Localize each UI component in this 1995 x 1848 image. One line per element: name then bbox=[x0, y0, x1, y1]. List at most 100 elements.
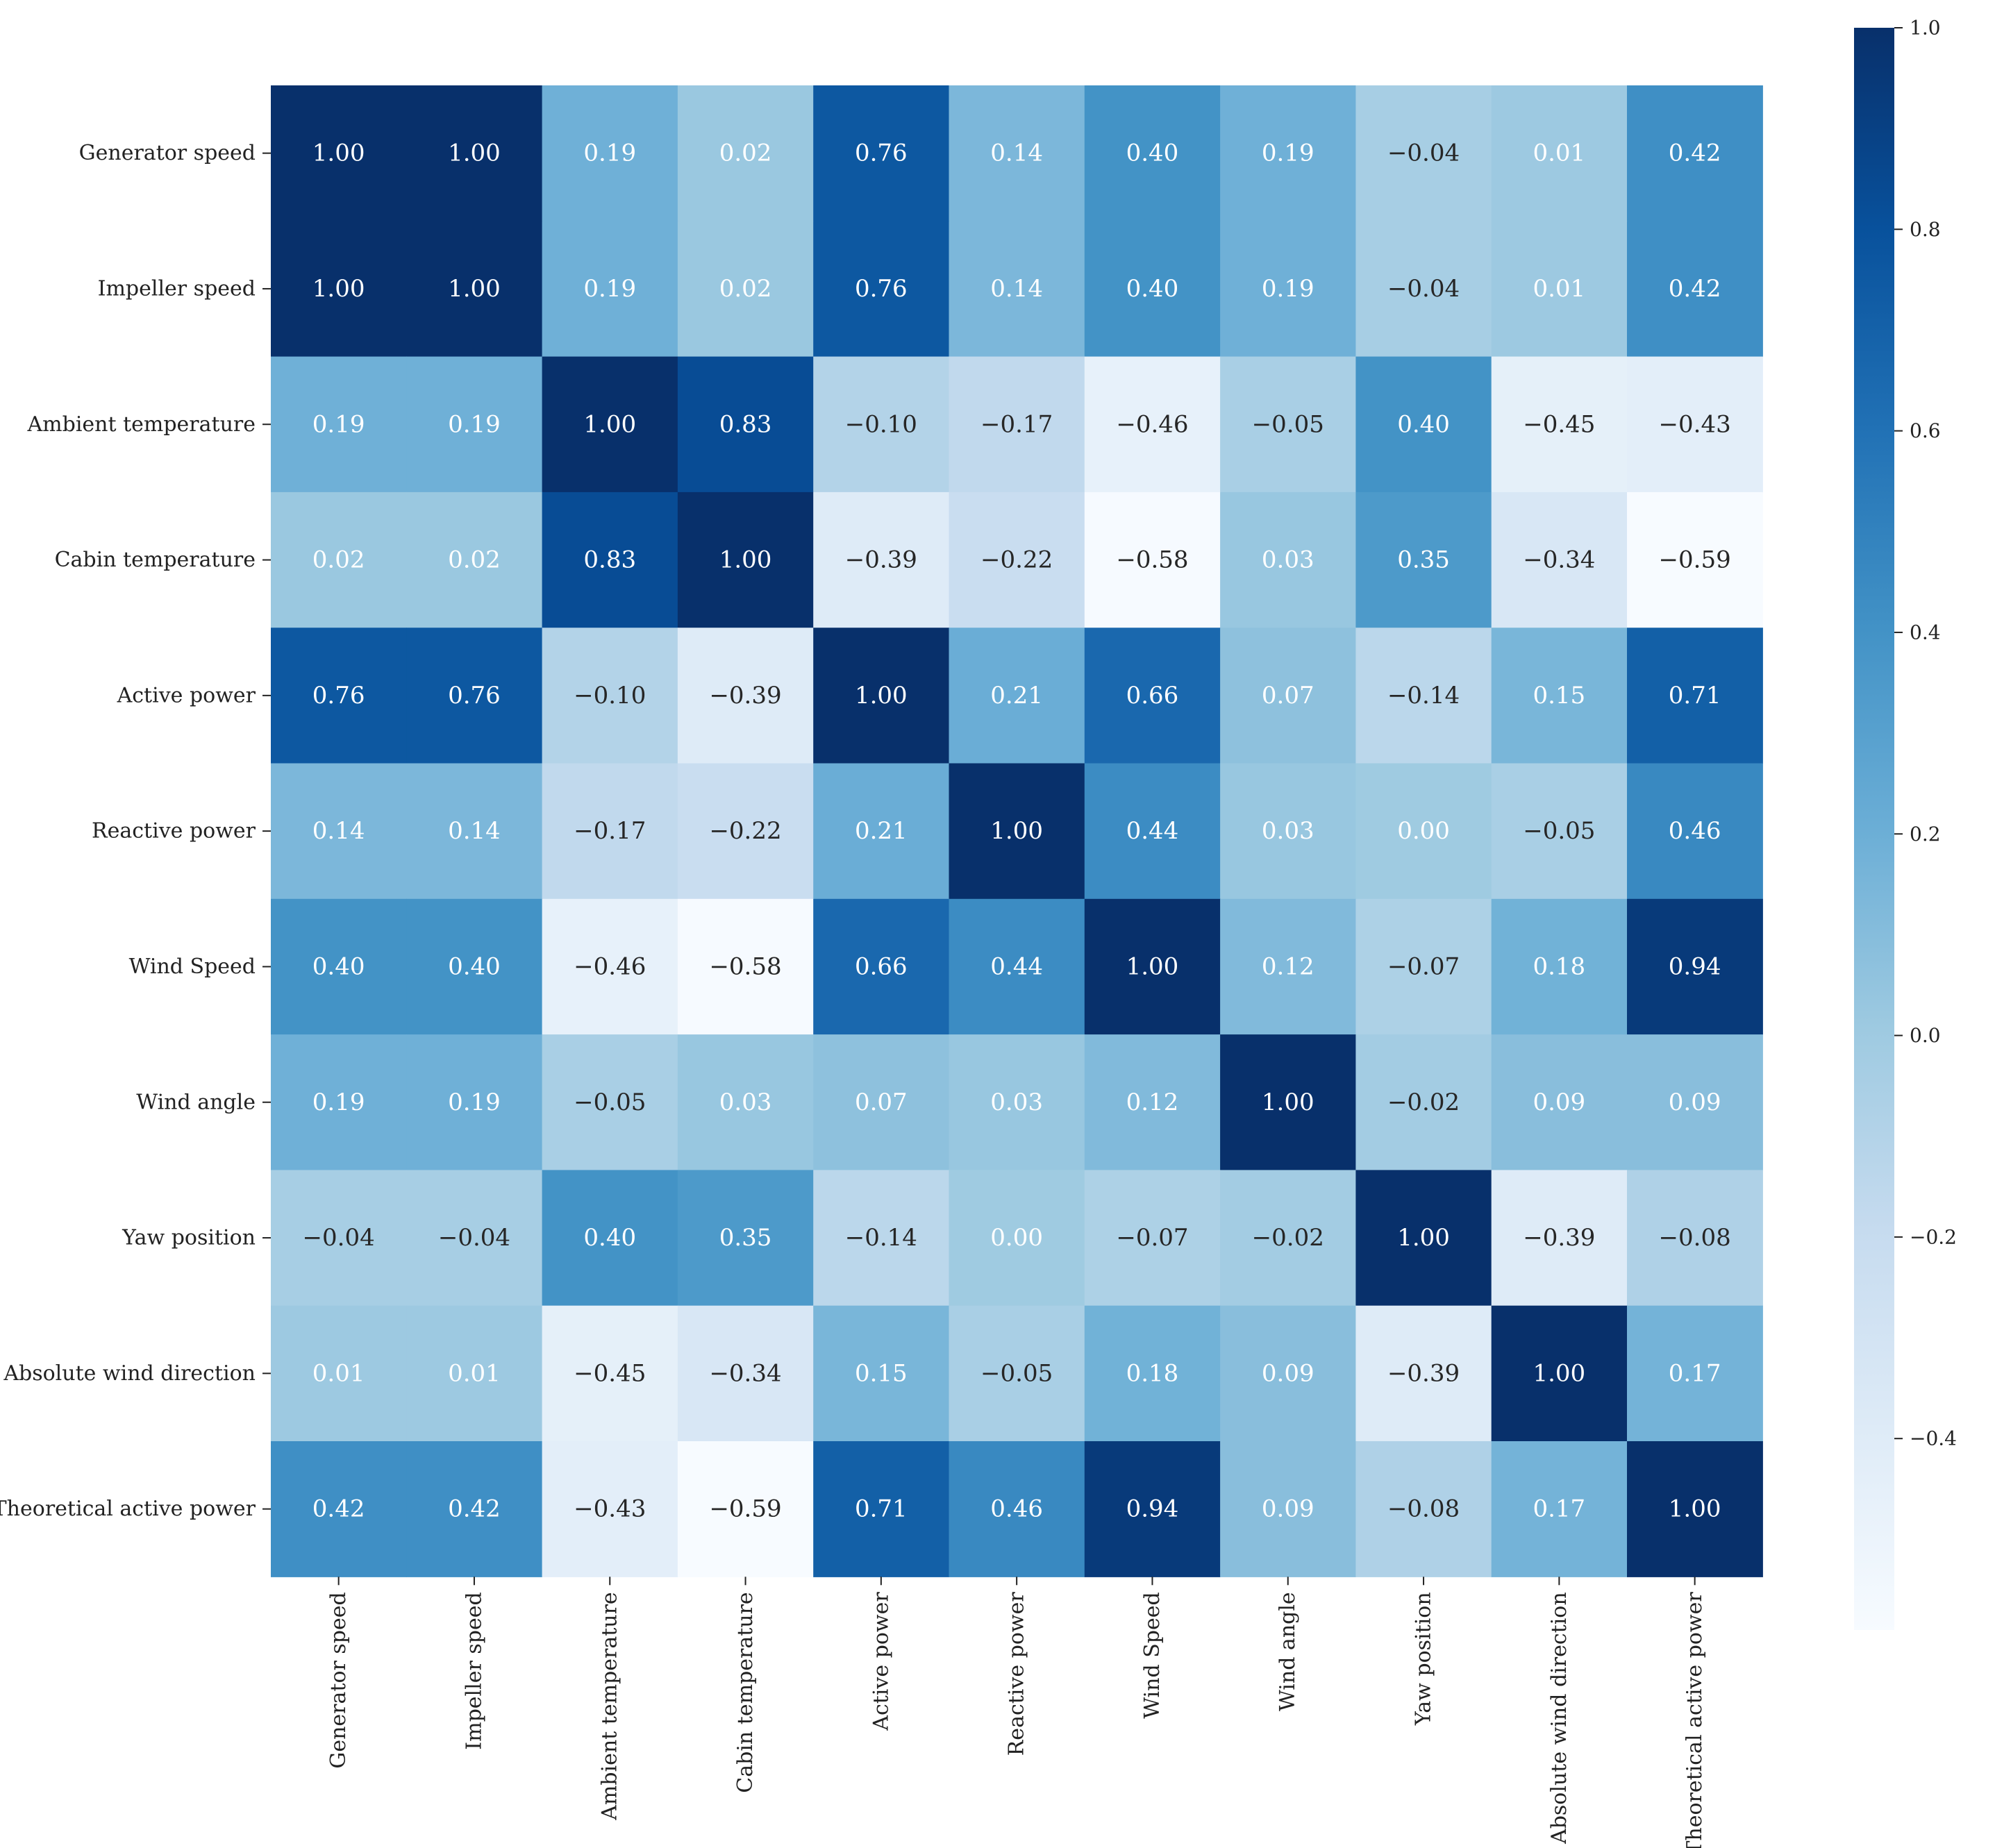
column-label-absolute-wind-direction: Absolute wind direction bbox=[1547, 1592, 1571, 1845]
colorbar-tick-label: 1.0 bbox=[1910, 17, 1941, 40]
cell-value-label: −0.14 bbox=[845, 1224, 917, 1252]
cell-value-label: 0.35 bbox=[1397, 546, 1450, 574]
heatmap-cell bbox=[1084, 221, 1221, 358]
heatmap-cell bbox=[406, 492, 543, 628]
heatmap-cell bbox=[949, 492, 1085, 628]
cell-value-label: −0.17 bbox=[980, 410, 1053, 438]
heatmap-cell bbox=[542, 85, 678, 221]
heatmap-cell bbox=[1220, 1305, 1356, 1442]
cell-value-label: 0.15 bbox=[1533, 682, 1585, 709]
heatmap-cell bbox=[1627, 356, 1763, 493]
cell-value-label: −0.39 bbox=[1387, 1359, 1460, 1387]
cell-value-label: 1.00 bbox=[1126, 952, 1179, 980]
cell-value-label: 1.00 bbox=[990, 817, 1043, 845]
cell-value-label: 0.19 bbox=[448, 1089, 501, 1116]
heatmap-cell bbox=[271, 1170, 407, 1307]
heatmap-cell bbox=[1355, 85, 1492, 221]
heatmap-cell bbox=[271, 1305, 407, 1442]
cell-value-label: −0.07 bbox=[1387, 952, 1460, 980]
heatmap-cell bbox=[1491, 85, 1628, 221]
heatmap-cell bbox=[1220, 221, 1356, 358]
cell-value-label: −0.34 bbox=[1523, 546, 1595, 574]
cell-value-label: −0.46 bbox=[574, 952, 646, 980]
cell-value-label: 0.46 bbox=[1669, 817, 1721, 845]
cell-value-label: −0.58 bbox=[709, 952, 781, 980]
heatmap-cell bbox=[542, 492, 678, 628]
cell-value-label: 0.42 bbox=[1669, 140, 1721, 167]
cell-value-label: −0.10 bbox=[574, 682, 646, 709]
cell-value-label: 0.03 bbox=[719, 1089, 772, 1116]
column-label-reactive-power: Reactive power bbox=[1005, 1592, 1029, 1756]
heatmap-cell bbox=[406, 356, 543, 493]
cell-value-label: −0.59 bbox=[1659, 546, 1731, 574]
cell-value-label: 1.00 bbox=[583, 410, 636, 438]
heatmap-cell bbox=[949, 85, 1085, 221]
heatmap-cell bbox=[1627, 1034, 1763, 1170]
heatmap-cell bbox=[406, 1034, 543, 1170]
heatmap-cell bbox=[1491, 221, 1628, 358]
cell-value-label: 0.42 bbox=[448, 1495, 501, 1523]
heatmap-cell bbox=[406, 1170, 543, 1307]
heatmap-cell bbox=[1084, 1170, 1221, 1307]
heatmap-cell bbox=[1220, 356, 1356, 493]
heatmap-cell bbox=[677, 1034, 814, 1170]
column-label-wind-speed: Wind Speed bbox=[1140, 1592, 1165, 1718]
cell-value-label: 0.12 bbox=[1262, 952, 1314, 980]
cell-value-label: 0.19 bbox=[1262, 275, 1314, 303]
cell-value-label: 1.00 bbox=[1397, 1224, 1450, 1252]
cell-value-label: −0.08 bbox=[1387, 1495, 1460, 1523]
heatmap-cell bbox=[271, 628, 407, 764]
cell-value-label: −0.58 bbox=[1116, 546, 1188, 574]
heatmap-cell bbox=[1627, 85, 1763, 221]
cell-value-label: 0.19 bbox=[448, 410, 501, 438]
heatmap-cell bbox=[1491, 492, 1628, 628]
heatmap-cell bbox=[1220, 85, 1356, 221]
cell-value-label: 0.71 bbox=[1669, 682, 1721, 709]
heatmap-cell bbox=[406, 898, 543, 1035]
cell-value-label: −0.45 bbox=[574, 1359, 646, 1387]
row-label-yaw-position: Yaw position bbox=[122, 1226, 256, 1250]
heatmap-cell bbox=[813, 492, 950, 628]
cell-value-label: 0.12 bbox=[1126, 1089, 1179, 1116]
heatmap-cell bbox=[1084, 1441, 1221, 1577]
row-label-theoretical-active-power: Theoretical active power bbox=[0, 1497, 256, 1521]
heatmap-cell bbox=[1355, 1170, 1492, 1307]
cell-value-label: −0.05 bbox=[574, 1089, 646, 1116]
cell-value-label: 0.03 bbox=[990, 1089, 1043, 1116]
heatmap-cell bbox=[406, 628, 543, 764]
heatmap-cell bbox=[271, 1034, 407, 1170]
row-label-active-power: Active power bbox=[117, 683, 256, 707]
cell-value-label: 0.17 bbox=[1533, 1495, 1585, 1523]
heatmap-cell bbox=[1084, 1305, 1221, 1442]
cell-value-label: 1.00 bbox=[1533, 1359, 1585, 1387]
cell-value-label: 0.14 bbox=[448, 817, 501, 845]
heatmap-cell bbox=[1355, 628, 1492, 764]
cell-value-label: 0.19 bbox=[583, 275, 636, 303]
cell-value-label: −0.10 bbox=[845, 410, 917, 438]
heatmap-cell bbox=[1084, 1034, 1221, 1170]
cell-value-label: 0.01 bbox=[1533, 140, 1585, 167]
cell-value-label: 0.40 bbox=[1126, 275, 1179, 303]
heatmap-cell bbox=[1627, 221, 1763, 358]
heatmap-cell bbox=[677, 221, 814, 358]
cell-value-label: 0.42 bbox=[1669, 275, 1721, 303]
heatmap-cell bbox=[542, 1034, 678, 1170]
heatmap-cell bbox=[1355, 356, 1492, 493]
cell-value-label: 0.02 bbox=[719, 275, 772, 303]
heatmap-cell bbox=[1220, 628, 1356, 764]
cell-value-label: 0.19 bbox=[312, 1089, 365, 1116]
heatmap-cell bbox=[677, 356, 814, 493]
cell-value-label: 1.00 bbox=[719, 546, 772, 574]
cell-value-label: 0.35 bbox=[719, 1224, 772, 1252]
cell-value-label: 0.01 bbox=[312, 1359, 365, 1387]
heatmap-cell bbox=[542, 763, 678, 900]
heatmap-cell bbox=[1627, 1170, 1763, 1307]
heatmap-cell bbox=[1627, 492, 1763, 628]
cell-value-label: 0.42 bbox=[312, 1495, 365, 1523]
heatmap-cell bbox=[949, 356, 1085, 493]
heatmap-cell bbox=[271, 898, 407, 1035]
heatmap-cell bbox=[1220, 1170, 1356, 1307]
cell-value-label: 0.19 bbox=[583, 140, 636, 167]
cell-value-label: 0.01 bbox=[448, 1359, 501, 1387]
heatmap-cell bbox=[813, 763, 950, 900]
